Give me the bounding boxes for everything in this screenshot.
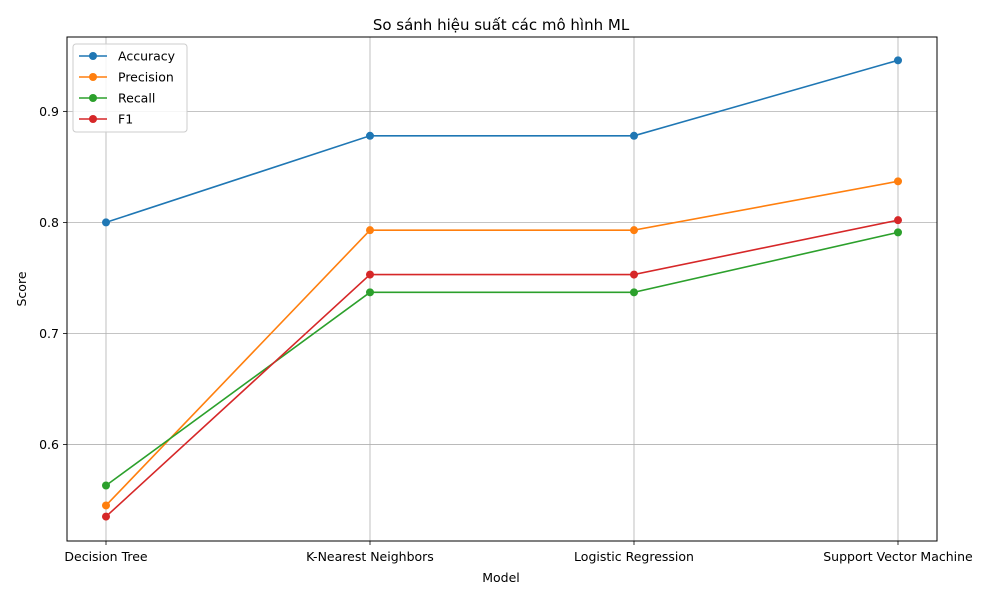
data-point-f1 <box>102 512 110 521</box>
data-point-precision <box>366 226 374 235</box>
y-tick-label: 0.6 <box>39 437 59 452</box>
data-point-precision <box>894 177 902 186</box>
data-point-recall <box>366 288 374 297</box>
legend-label: Recall <box>118 91 155 106</box>
legend-swatch-marker <box>89 52 97 60</box>
legend-swatch-marker <box>89 94 97 102</box>
data-point-precision <box>630 226 638 235</box>
y-tick-label: 0.9 <box>39 104 59 119</box>
legend-label: Accuracy <box>118 49 176 64</box>
legend-swatch-marker <box>89 115 97 123</box>
data-point-f1 <box>894 216 902 225</box>
y-axis-title: Score <box>14 271 29 306</box>
y-tick-label: 0.8 <box>39 215 59 230</box>
series-line-accuracy <box>105 59 899 224</box>
data-point-precision <box>102 501 110 510</box>
data-point-accuracy <box>894 56 902 65</box>
legend-box <box>72 43 188 133</box>
grid-lines <box>67 37 937 541</box>
data-point-recall <box>630 288 638 297</box>
data-point-f1 <box>630 270 638 279</box>
axis-ticks: Decision Tree K-Nearest Neighbors Logistic… <box>39 104 973 564</box>
chart-title: So sánh hiệu suất các mô hình ML <box>373 16 630 34</box>
legend-label: Precision <box>118 70 174 85</box>
data-point-f1 <box>366 270 374 279</box>
plot-frame <box>66 36 938 542</box>
series-line-f1 <box>105 219 899 518</box>
x-tick-label: Decision Tree <box>64 549 148 564</box>
series-line-recall <box>105 231 899 487</box>
x-tick-label: Support Vector Machine <box>823 549 973 564</box>
data-point-recall <box>894 228 902 237</box>
y-tick-label: 0.7 <box>39 326 59 341</box>
data-point-accuracy <box>366 131 374 140</box>
series-line-precision <box>105 180 899 507</box>
legend-label: F1 <box>118 112 133 127</box>
data-point-accuracy <box>102 218 110 227</box>
legend-swatch-marker <box>89 73 97 81</box>
data-point-accuracy <box>630 131 638 140</box>
legend: Accuracy Precision Recall F1 <box>72 43 188 133</box>
x-axis-title: Model <box>482 570 520 585</box>
series-lines <box>102 56 902 521</box>
x-tick-label: K-Nearest Neighbors <box>306 549 434 564</box>
x-tick-label: Logistic Regression <box>574 549 694 564</box>
data-point-recall <box>102 481 110 490</box>
